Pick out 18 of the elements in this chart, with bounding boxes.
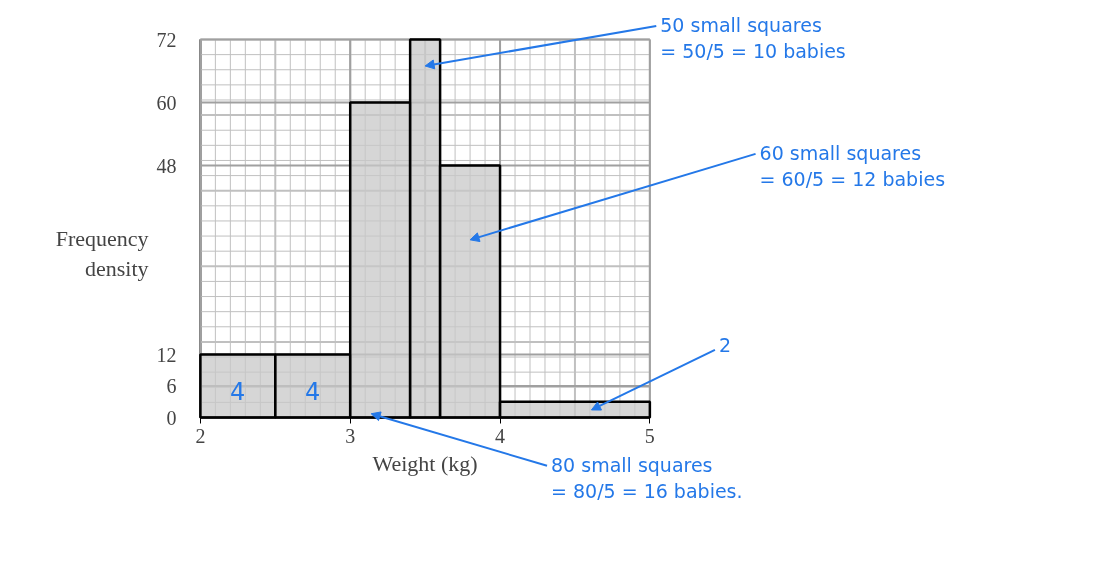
y-tick-label: 72	[156, 28, 177, 51]
x-tick-label: 4	[495, 424, 506, 447]
text: 60 small squares = 60/5 = 12 babies	[759, 141, 946, 191]
y-axis-title: Frequency density	[55, 226, 149, 281]
text: 50 small squares = 50/5 = 10 babies	[660, 13, 846, 63]
annotation: 4	[230, 378, 246, 407]
text: 2	[718, 333, 732, 356]
x-tick-label: 5	[644, 424, 655, 447]
x-tick-label: 3	[345, 424, 356, 447]
x-axis-title: Weight (kg)	[372, 450, 478, 476]
y-tick-label: 12	[156, 343, 177, 366]
x-tick-label: 2	[195, 424, 206, 447]
y-tick-label: 60	[156, 91, 177, 114]
y-tick-label: 6	[166, 375, 177, 397]
y-tick-label: 0	[166, 406, 177, 429]
annotation: 4	[305, 378, 321, 407]
y-tick-label: 48	[156, 154, 177, 177]
text: 80 small squares = 80/5 = 16 babies.	[551, 453, 743, 503]
